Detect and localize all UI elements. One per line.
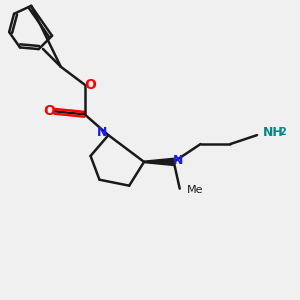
- Text: O: O: [43, 104, 55, 118]
- Text: O: O: [85, 78, 97, 92]
- Text: NH: NH: [263, 126, 284, 139]
- Text: N: N: [97, 126, 108, 139]
- Text: 2: 2: [279, 127, 286, 137]
- Text: N: N: [173, 154, 183, 167]
- Polygon shape: [144, 158, 174, 166]
- Text: Me: Me: [187, 185, 204, 195]
